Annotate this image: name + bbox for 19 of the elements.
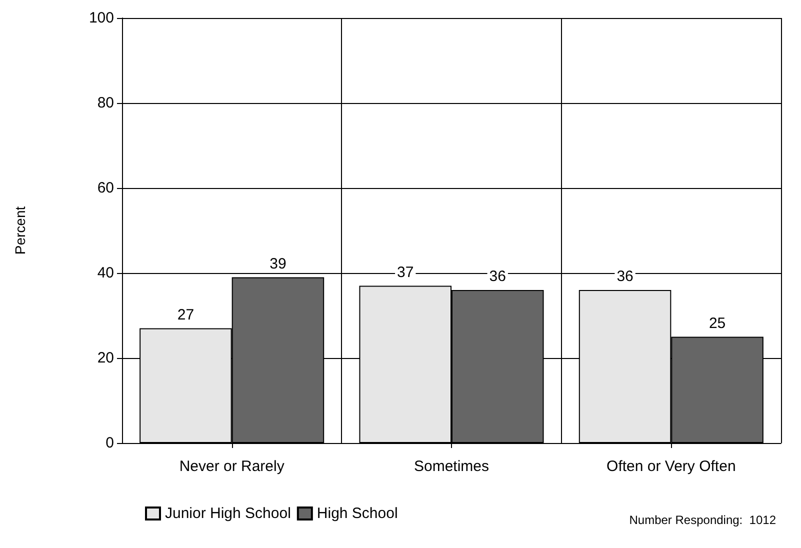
y-tick-label: 60: [97, 180, 114, 196]
x-tick-label: Never or Rarely: [179, 458, 285, 475]
data-label: 37: [397, 264, 414, 281]
y-tick-label: 0: [106, 434, 114, 452]
y-tick-label: 20: [97, 350, 114, 366]
legend-label: Junior High School: [165, 505, 291, 522]
y-tick-label: 100: [88, 10, 114, 26]
y-axis-title: Percent: [12, 206, 28, 255]
y-tick-label: 80: [97, 94, 114, 112]
y-tick-label: 40: [97, 264, 114, 282]
data-label: 36: [616, 268, 634, 285]
data-label: 36: [489, 268, 506, 285]
data-label: 39: [270, 255, 286, 272]
x-tick-label: Often or Very Often: [606, 458, 736, 475]
x-tick-label: Sometimes: [414, 458, 490, 475]
text: Number Responding: 1012: [629, 513, 776, 527]
data-label: 25: [708, 314, 726, 332]
data-label: 27: [177, 306, 194, 324]
legend-label: High School: [316, 505, 398, 522]
